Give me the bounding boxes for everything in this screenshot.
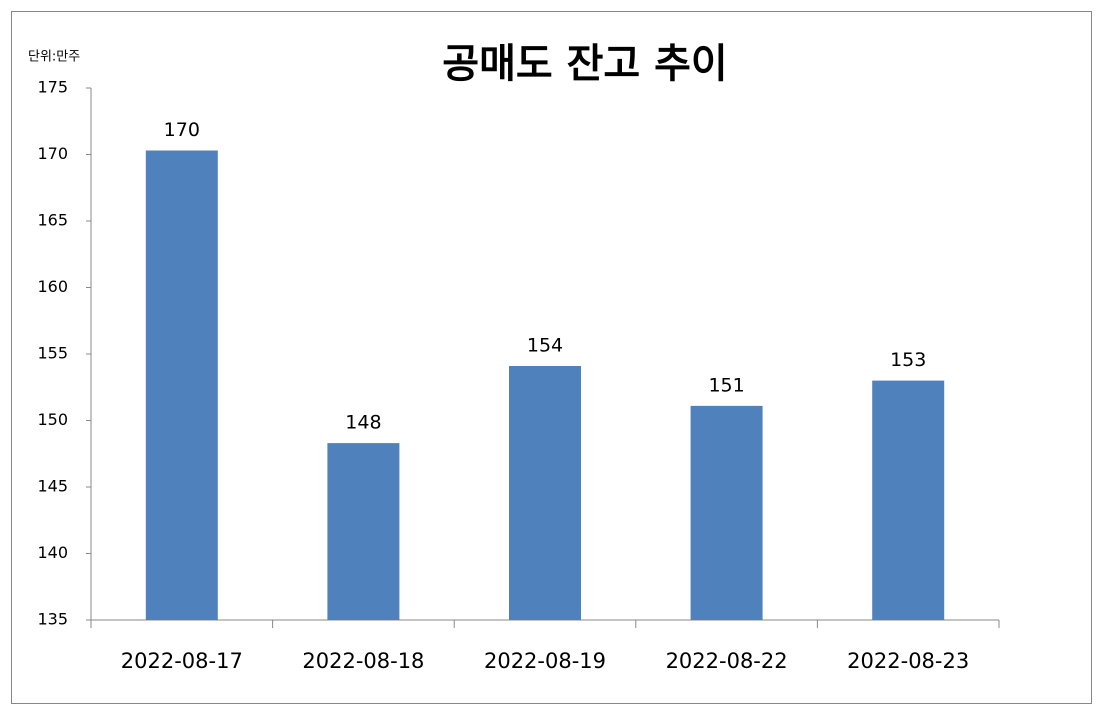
unit-label: 단위:만주 bbox=[28, 50, 80, 65]
bar bbox=[509, 365, 581, 620]
y-tick-label: 145 bbox=[37, 477, 68, 496]
x-tick-label: 2022-08-18 bbox=[302, 649, 424, 673]
value-label: 151 bbox=[708, 374, 744, 396]
x-tick-label: 2022-08-19 bbox=[484, 649, 606, 673]
value-label: 153 bbox=[890, 349, 926, 371]
bar bbox=[327, 443, 400, 620]
bar bbox=[145, 150, 218, 620]
x-tick-label: 2022-08-17 bbox=[121, 649, 243, 673]
chart-title: 공매도 잔고 추이 bbox=[442, 41, 727, 87]
y-tick-label: 135 bbox=[37, 610, 68, 629]
y-tick-label: 140 bbox=[37, 543, 68, 562]
value-label: 154 bbox=[527, 334, 563, 356]
x-tick-label: 2022-08-23 bbox=[847, 649, 969, 673]
bar bbox=[872, 380, 945, 620]
y-tick-label: 160 bbox=[37, 277, 68, 296]
value-label: 148 bbox=[345, 412, 381, 434]
y-tick-label: 165 bbox=[37, 211, 68, 230]
y-tick-label: 170 bbox=[37, 144, 68, 163]
y-tick-label: 175 bbox=[37, 78, 68, 97]
value-label: 170 bbox=[164, 119, 200, 141]
x-tick-label: 2022-08-22 bbox=[666, 649, 788, 673]
y-tick-label: 150 bbox=[37, 410, 68, 429]
bar bbox=[690, 405, 763, 620]
y-tick-label: 155 bbox=[37, 344, 68, 363]
